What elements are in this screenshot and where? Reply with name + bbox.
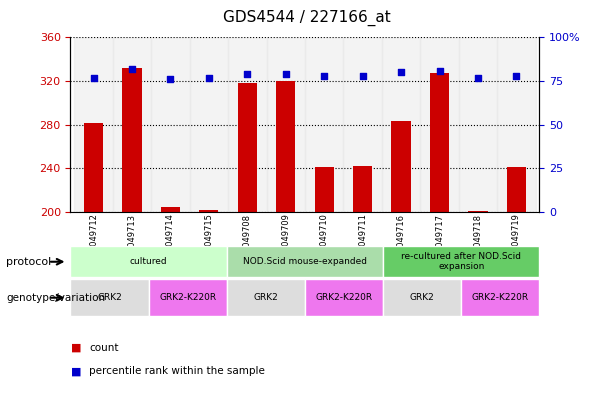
Bar bbox=[392, 121, 411, 212]
Bar bbox=[305, 37, 343, 212]
Point bbox=[435, 68, 444, 74]
Bar bbox=[459, 37, 497, 212]
Bar bbox=[314, 167, 334, 212]
Text: GRK2: GRK2 bbox=[97, 293, 122, 302]
Point bbox=[396, 69, 406, 75]
Text: cultured: cultured bbox=[130, 257, 167, 266]
Point bbox=[473, 74, 483, 81]
Bar bbox=[382, 37, 421, 212]
Point bbox=[281, 71, 291, 77]
Point bbox=[89, 74, 99, 81]
Point bbox=[242, 71, 252, 77]
Text: GRK2-K220R: GRK2-K220R bbox=[472, 293, 529, 302]
Bar bbox=[189, 37, 228, 212]
Bar bbox=[228, 37, 267, 212]
Bar bbox=[238, 83, 257, 212]
Point bbox=[511, 73, 521, 79]
Point bbox=[358, 73, 368, 79]
Point bbox=[319, 73, 329, 79]
Text: NOD.Scid mouse-expanded: NOD.Scid mouse-expanded bbox=[243, 257, 367, 266]
Bar bbox=[497, 37, 536, 212]
Bar bbox=[430, 73, 449, 212]
Bar bbox=[113, 37, 151, 212]
Text: GRK2: GRK2 bbox=[254, 293, 278, 302]
Bar bbox=[507, 167, 526, 212]
Text: genotype/variation: genotype/variation bbox=[6, 293, 105, 303]
Text: GRK2-K220R: GRK2-K220R bbox=[159, 293, 216, 302]
Text: GRK2: GRK2 bbox=[410, 293, 435, 302]
Bar bbox=[343, 37, 382, 212]
Bar bbox=[199, 210, 218, 212]
Text: percentile rank within the sample: percentile rank within the sample bbox=[89, 366, 265, 376]
Bar bbox=[74, 37, 113, 212]
Text: ■: ■ bbox=[70, 366, 81, 376]
Point bbox=[166, 76, 175, 83]
Text: count: count bbox=[89, 343, 118, 353]
Bar bbox=[123, 68, 142, 212]
Point bbox=[127, 66, 137, 72]
Text: re-cultured after NOD.Scid
expansion: re-cultured after NOD.Scid expansion bbox=[402, 252, 521, 272]
Bar bbox=[161, 207, 180, 212]
Bar bbox=[84, 123, 103, 212]
Text: GRK2-K220R: GRK2-K220R bbox=[316, 293, 373, 302]
Bar bbox=[353, 166, 372, 212]
Bar bbox=[468, 211, 487, 212]
Point bbox=[204, 74, 214, 81]
Bar bbox=[421, 37, 459, 212]
Bar bbox=[267, 37, 305, 212]
Text: protocol: protocol bbox=[6, 257, 51, 267]
Text: GDS4544 / 227166_at: GDS4544 / 227166_at bbox=[223, 10, 390, 26]
Bar bbox=[151, 37, 189, 212]
Bar bbox=[276, 81, 295, 212]
Text: ■: ■ bbox=[70, 343, 81, 353]
